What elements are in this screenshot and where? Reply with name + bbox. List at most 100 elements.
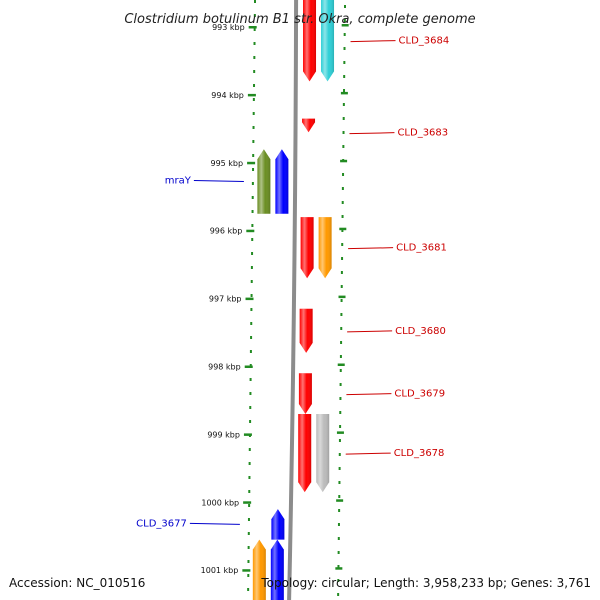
gene-arrow-shading xyxy=(321,0,335,82)
minor-tick-left xyxy=(248,490,251,493)
minor-tick-right xyxy=(340,313,343,316)
major-tick-right xyxy=(336,499,344,502)
gene-label[interactable]: CLD_3681 xyxy=(396,243,447,254)
gene-label[interactable]: CLD_3679 xyxy=(394,389,445,400)
minor-tick-left xyxy=(250,322,253,325)
gene-feature[interactable] xyxy=(270,539,284,600)
minor-tick-right xyxy=(339,355,342,358)
minor-tick-left xyxy=(250,280,253,283)
topology-text: Topology: circular; Length: 3,958,233 bp… xyxy=(261,576,591,590)
minor-tick-right xyxy=(339,397,342,400)
gene-label[interactable]: CLD_3677 xyxy=(136,518,187,529)
major-tick xyxy=(245,297,254,301)
minor-tick-right xyxy=(340,341,343,344)
gene-feature[interactable] xyxy=(275,149,289,214)
major-tick-right xyxy=(339,227,347,231)
accession-text: Accession: NC_010516 xyxy=(9,576,146,590)
gene-label-layer: CLD_3684 CLD_3683 mraY CLD_3681 CLD_3680 CLD_… xyxy=(136,36,449,530)
minor-tick-left xyxy=(248,462,251,465)
gene-feature[interactable] xyxy=(271,509,285,540)
gene-arrow-shading xyxy=(298,414,312,493)
minor-tick-left xyxy=(247,518,250,521)
gene-label-line xyxy=(345,452,391,455)
gene-feature[interactable] xyxy=(298,414,312,493)
gene-label[interactable]: CLD_3683 xyxy=(397,128,448,139)
tick-label: 996 kbp xyxy=(210,227,243,236)
gene-arrow-shading xyxy=(270,539,284,600)
tick-label: 993 kbp xyxy=(212,23,245,32)
minor-tick-left xyxy=(250,266,253,269)
minor-tick-right xyxy=(338,481,341,484)
minor-tick-right xyxy=(338,467,341,470)
minor-tick-right xyxy=(341,187,344,190)
gene-label[interactable]: CLD_3680 xyxy=(395,326,446,337)
minor-tick-left xyxy=(249,420,252,423)
gene-label[interactable]: CLD_3684 xyxy=(399,36,450,47)
gene-feature[interactable] xyxy=(300,217,314,279)
gene-feature[interactable] xyxy=(316,414,330,493)
minor-tick-left xyxy=(247,574,250,577)
major-tick xyxy=(243,433,252,436)
tick-label: 999 kbp xyxy=(207,430,240,439)
gene-feature[interactable] xyxy=(302,118,316,133)
minor-tick-left xyxy=(253,28,256,31)
gene-feature[interactable] xyxy=(298,373,312,415)
tick-label: 994 kbp xyxy=(211,91,244,100)
major-tick xyxy=(244,365,253,368)
minor-tick-right xyxy=(337,551,340,554)
minor-tick-left xyxy=(251,224,254,227)
minor-tick-left xyxy=(252,140,255,143)
gene-label[interactable]: CLD_3678 xyxy=(394,448,445,459)
gene-arrow-shading xyxy=(298,373,312,415)
gene-feature[interactable] xyxy=(257,149,271,214)
gene-feature[interactable] xyxy=(318,217,332,279)
minor-tick-right xyxy=(340,271,343,274)
major-tick-right xyxy=(340,159,348,163)
minor-tick-right xyxy=(339,411,342,414)
minor-tick-right xyxy=(338,439,341,442)
gene-layer xyxy=(252,0,335,600)
minor-tick-left xyxy=(248,504,251,507)
gene-feature[interactable] xyxy=(303,0,317,82)
minor-tick-right xyxy=(340,299,343,302)
minor-tick-right xyxy=(338,495,341,498)
minor-tick-right xyxy=(344,5,346,8)
minor-tick-left xyxy=(249,350,252,353)
minor-tick-left xyxy=(251,182,254,185)
minor-tick-right xyxy=(338,453,341,456)
map-title: Clostridium botulinum B1 str. Okra, comp… xyxy=(124,12,475,27)
minor-tick-left xyxy=(249,378,252,381)
minor-tick-left xyxy=(253,42,256,45)
minor-tick-right xyxy=(342,117,345,120)
gene-feature[interactable] xyxy=(252,539,266,600)
minor-tick-right xyxy=(341,201,344,204)
minor-tick-right xyxy=(339,425,342,428)
minor-tick-right xyxy=(343,75,346,78)
gene-label[interactable]: mraY xyxy=(165,175,192,186)
gene-label-line xyxy=(189,522,240,525)
major-tick-right xyxy=(336,431,344,434)
major-tick-right xyxy=(337,363,345,366)
gene-arrow-shading xyxy=(299,308,313,353)
gene-arrow-shading xyxy=(303,0,317,82)
gene-feature[interactable] xyxy=(321,0,335,82)
minor-tick-left xyxy=(250,308,253,311)
minor-tick-left xyxy=(247,546,250,549)
minor-tick-right xyxy=(337,579,340,582)
minor-tick-left xyxy=(251,210,254,213)
minor-tick-left xyxy=(252,112,255,115)
minor-tick-left xyxy=(249,392,252,395)
gene-arrow-shading xyxy=(318,217,332,279)
minor-tick-right xyxy=(342,103,345,106)
genome-backbone xyxy=(287,0,299,600)
major-tick xyxy=(246,229,255,233)
gene-feature[interactable] xyxy=(299,308,313,353)
minor-tick-right xyxy=(341,243,344,246)
tick-label: 1001 kbp xyxy=(201,566,239,575)
minor-tick-left xyxy=(250,336,253,339)
minor-tick-right xyxy=(342,131,345,134)
major-tick xyxy=(247,161,256,165)
gene-label-line xyxy=(348,247,394,250)
minor-tick-right xyxy=(337,537,340,540)
minor-tick-right xyxy=(339,383,342,386)
